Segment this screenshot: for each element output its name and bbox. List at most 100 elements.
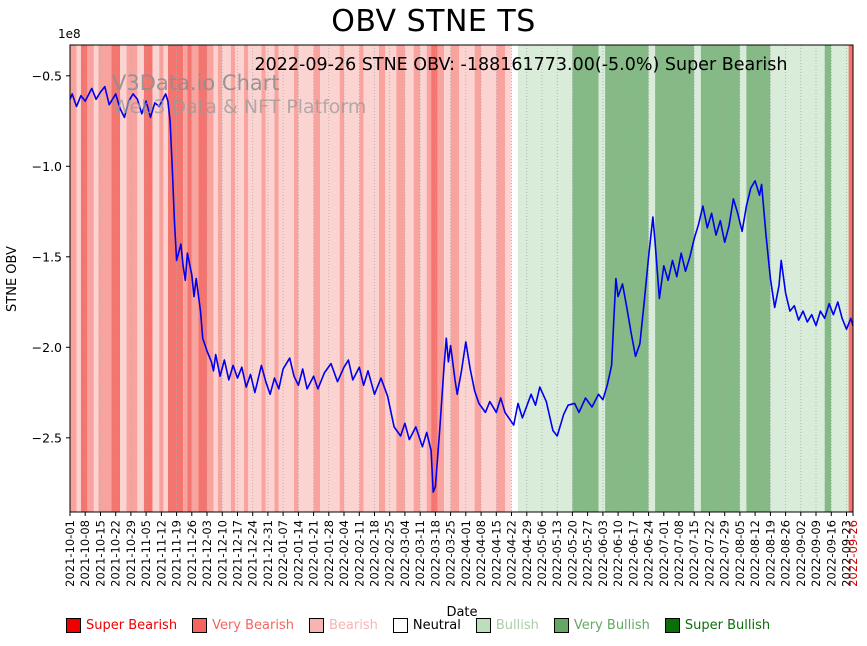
x-tick-label: 2022-03-25 — [444, 520, 458, 587]
sentiment-band-very_bearish — [396, 45, 405, 512]
x-tick-label: 2022-09-16 — [824, 520, 838, 587]
x-tick-label: 2022-07-15 — [687, 520, 701, 587]
sentiment-band-very_bearish — [294, 45, 299, 512]
x-tick-label: 2022-02-18 — [368, 520, 382, 587]
sentiment-band-bearish — [137, 45, 144, 512]
sentiment-band-very_bearish — [426, 45, 432, 512]
x-tick-label: 2021-10-01 — [63, 520, 77, 587]
sentiment-band-bearish — [278, 45, 294, 512]
sentiment-band-bearish — [420, 45, 427, 512]
legend-item: Very Bullish — [553, 618, 650, 633]
y-tick-label: −2.5 — [32, 430, 62, 445]
x-tick-label: 2022-07-29 — [718, 520, 732, 587]
x-tick-label: 2022-04-29 — [520, 520, 534, 587]
sentiment-band-super_bearish — [143, 45, 153, 512]
sentiment-legend: Super Bearish Very Bearish Bearish Neutral B… — [66, 618, 770, 633]
x-tick-label: 2022-07-22 — [702, 520, 716, 587]
sentiment-band-very_bearish — [313, 45, 321, 512]
legend-swatch-icon — [66, 618, 81, 633]
x-tick-label: 2021-10-29 — [124, 520, 138, 587]
x-tick-label: 2022-02-04 — [337, 520, 351, 587]
y-tick-label: −1.0 — [32, 159, 62, 174]
sentiment-band-bearish — [248, 45, 262, 512]
y-tick-label: −0.5 — [32, 68, 62, 83]
x-tick-label: 2022-01-14 — [291, 520, 305, 587]
y-axis-label: STNE OBV — [5, 246, 20, 312]
x-tick-label: 2022-06-24 — [642, 520, 656, 587]
y-scale-offset-label: 1e8 — [58, 27, 81, 41]
sentiment-band-very_bearish — [359, 45, 364, 512]
x-tick-label: 2021-12-03 — [200, 520, 214, 587]
sentiment-band-bearish — [505, 45, 512, 512]
x-tick-label: 2022-05-20 — [565, 520, 579, 587]
legend-item: Very Bearish — [192, 618, 294, 633]
sentiment-band-super_bearish — [80, 45, 88, 512]
x-tick-label: 2021-12-31 — [261, 520, 275, 587]
x-tick-label: 2022-06-10 — [611, 520, 625, 587]
x-tick-label: 2022-07-01 — [657, 520, 671, 587]
legend-swatch-icon — [308, 618, 324, 633]
x-tick-label: 2022-09-02 — [794, 520, 808, 587]
legend-swatch-icon — [192, 618, 208, 633]
sentiment-band-bullish — [518, 45, 573, 512]
sentiment-band-very_bearish — [207, 45, 214, 512]
sentiment-band-bearish — [163, 45, 168, 512]
x-tick-label: 2021-10-08 — [78, 520, 92, 587]
x-tick-label: 2022-08-12 — [748, 520, 762, 587]
x-tick-label: 2021-12-10 — [215, 520, 229, 587]
x-tick-label: 2021-10-15 — [94, 520, 108, 587]
legend-item: Bearish — [308, 618, 378, 633]
sentiment-band-bearish — [444, 45, 451, 512]
sentiment-band-bearish — [363, 45, 379, 512]
sentiment-band-bearish — [93, 45, 99, 512]
sentiment-band-very_bearish — [496, 45, 505, 512]
sentiment-band-bearish — [320, 45, 340, 512]
sentiment-band-very_bearish — [474, 45, 482, 512]
legend-label: Bearish — [328, 618, 378, 633]
x-tick-label: 2022-09-23 — [840, 520, 854, 587]
sentiment-band-very_bullish — [824, 45, 832, 512]
legend-item: Super Bearish — [66, 618, 177, 633]
x-tick-label: 2021-11-19 — [170, 520, 184, 587]
sentiment-band-bearish — [76, 45, 81, 512]
sentiment-band-bearish — [385, 45, 397, 512]
x-tick-label: 2021-11-05 — [139, 520, 153, 587]
x-tick-label: 2022-08-05 — [733, 520, 747, 587]
legend-swatch-icon — [475, 618, 491, 633]
sentiment-band-very_bearish — [98, 45, 112, 512]
sentiment-band-very_bearish — [217, 45, 223, 512]
x-tick-label: 2022-09-26 — [846, 520, 860, 587]
sentiment-band-very_bearish — [87, 45, 94, 512]
x-tick-label: 2022-09-09 — [809, 520, 823, 587]
x-tick-label: 2022-05-13 — [550, 520, 564, 587]
sentiment-band-very_bearish — [159, 45, 164, 512]
sentiment-band-very_bullish — [700, 45, 740, 512]
y-tick-label: −2.0 — [32, 340, 62, 355]
x-tick-label: 2022-04-08 — [474, 520, 488, 587]
x-tick-label: 2022-02-11 — [352, 520, 366, 587]
x-tick-label: 2022-08-19 — [763, 520, 777, 587]
sentiment-band-super_bearish — [431, 45, 438, 512]
y-tick-label: −1.5 — [32, 249, 62, 264]
x-tick-label: 2022-08-26 — [779, 520, 793, 587]
sentiment-band-very_bearish — [191, 45, 199, 512]
x-tick-label: 2022-04-01 — [459, 520, 473, 587]
sentiment-band-bullish — [831, 45, 849, 512]
x-tick-label: 2021-11-12 — [154, 520, 168, 587]
sentiment-band-bearish — [120, 45, 127, 512]
x-tick-label: 2022-04-22 — [505, 520, 519, 587]
plot-frame — [69, 44, 854, 513]
sentiment-band-bearish — [481, 45, 497, 512]
sentiment-band-bearish — [404, 45, 414, 512]
sentiment-band-very_bearish — [230, 45, 236, 512]
x-tick-label: 2021-10-22 — [109, 520, 123, 587]
sentiment-band-bullish — [694, 45, 701, 512]
sentiment-band-bearish — [344, 45, 360, 512]
x-tick-label: 2022-06-17 — [626, 520, 640, 587]
sentiment-band-bullish — [739, 45, 747, 512]
legend-label: Neutral — [412, 618, 461, 633]
legend-swatch-icon — [664, 618, 680, 633]
sentiment-band-very_bearish — [70, 45, 77, 512]
